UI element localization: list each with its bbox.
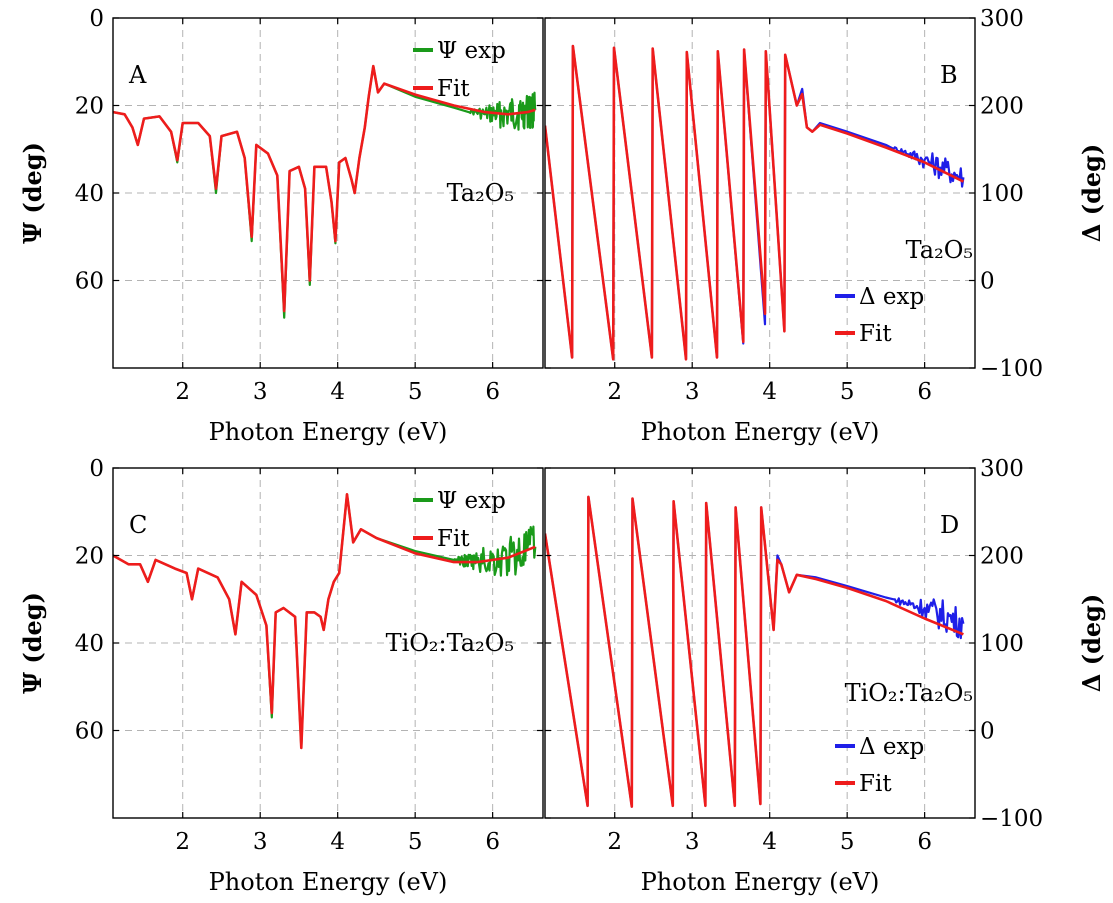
x-tick-label: 6 [485, 379, 500, 405]
x-tick-label: 5 [840, 379, 855, 405]
legend: Ψ exp Fit [413, 488, 506, 552]
x-tick-label: 6 [917, 379, 932, 405]
x-tick-label: 3 [685, 829, 700, 855]
x-tick-label: 6 [917, 829, 932, 855]
y-tick-label: 0 [89, 6, 104, 32]
series-fit-line [113, 493, 536, 750]
legend: Ψ exp Fit [413, 38, 506, 102]
x-tick-label: 2 [175, 379, 190, 405]
y-axis-label: Δ (deg) [1077, 144, 1106, 243]
x-tick-label: 5 [408, 379, 423, 405]
x-tick-label: 4 [330, 829, 345, 855]
series-fit-line [545, 495, 964, 808]
y-tick-label: 40 [75, 181, 104, 207]
y-tick-label: 0 [89, 456, 104, 482]
series-fit-line [545, 44, 964, 361]
legend: Δ exp Fit [835, 284, 924, 347]
x-axis-label: Photon Energy (eV) [209, 418, 448, 446]
grid [545, 468, 975, 818]
y-tick-label: 100 [980, 181, 1024, 207]
y-tick-label: 20 [75, 544, 104, 570]
x-tick-label: 4 [762, 829, 777, 855]
x-tick-label: 6 [485, 829, 500, 855]
y-axis-label: Ψ (deg) [18, 142, 47, 244]
y-tick-label: 20 [75, 94, 104, 120]
legend-label-fit: Fit [859, 321, 892, 347]
material-label: TiO₂:Ta₂O₅ [386, 629, 514, 657]
x-tick-label: 4 [762, 379, 777, 405]
panel-letter: A [128, 61, 147, 89]
y-tick-label: 0 [980, 269, 995, 295]
x-tick-label: 4 [330, 379, 345, 405]
x-tick-label: 5 [840, 829, 855, 855]
x-axis-label: Photon Energy (eV) [641, 868, 880, 896]
y-tick-label: 40 [75, 631, 104, 657]
y-tick-label: 60 [75, 719, 104, 745]
y-tick-label: 60 [75, 269, 104, 295]
y-axis-label: Δ (deg) [1077, 594, 1106, 693]
panel-b: 2 3 4 5 6 −100 0 100 200 300 Photon Energy (eV) Δ (… [544, 6, 1106, 446]
legend-label-exp: Δ exp [859, 284, 924, 310]
series-exp-line [545, 495, 965, 808]
grid [113, 468, 543, 818]
grid [545, 18, 975, 368]
material-label: Ta₂O₅ [906, 236, 973, 264]
y-tick-label: −100 [980, 806, 1043, 832]
panel-letter: C [129, 511, 147, 539]
x-tick-label: 2 [607, 379, 622, 405]
x-tick-label: 2 [175, 829, 190, 855]
x-tick-label: 5 [408, 829, 423, 855]
y-tick-label: 100 [980, 631, 1024, 657]
x-axis-label: Photon Energy (eV) [209, 868, 448, 896]
y-tick-label: −100 [980, 356, 1043, 382]
legend-label-exp: Δ exp [859, 734, 924, 760]
y-tick-label: 300 [980, 456, 1024, 482]
series-exp-line [545, 44, 965, 361]
panel-letter: B [940, 61, 958, 89]
x-tick-label: 3 [253, 379, 268, 405]
x-tick-label: 2 [607, 829, 622, 855]
panel-d: 2 3 4 5 6 −100 0 100 200 300 Photon Energy (eV) Δ (… [544, 456, 1106, 896]
y-tick-label: 0 [980, 719, 995, 745]
legend-label-exp: Ψ exp [437, 38, 506, 64]
panel-letter: D [940, 511, 959, 539]
legend-label-fit: Fit [437, 76, 470, 102]
legend-label-fit: Fit [437, 526, 470, 552]
y-axis-label: Ψ (deg) [18, 592, 47, 694]
y-tick-label: 300 [980, 6, 1024, 32]
x-tick-label: 3 [253, 829, 268, 855]
x-tick-label: 3 [685, 379, 700, 405]
y-tick-label: 200 [980, 544, 1024, 570]
legend: Δ exp Fit [835, 734, 924, 797]
legend-label-exp: Ψ exp [437, 488, 506, 514]
material-label: Ta₂O₅ [447, 179, 514, 207]
y-tick-label: 200 [980, 94, 1024, 120]
x-axis-label: Photon Energy (eV) [641, 418, 880, 446]
series-fit-line [113, 64, 536, 313]
legend-label-fit: Fit [859, 771, 892, 797]
material-label: TiO₂:Ta₂O₅ [845, 679, 973, 707]
